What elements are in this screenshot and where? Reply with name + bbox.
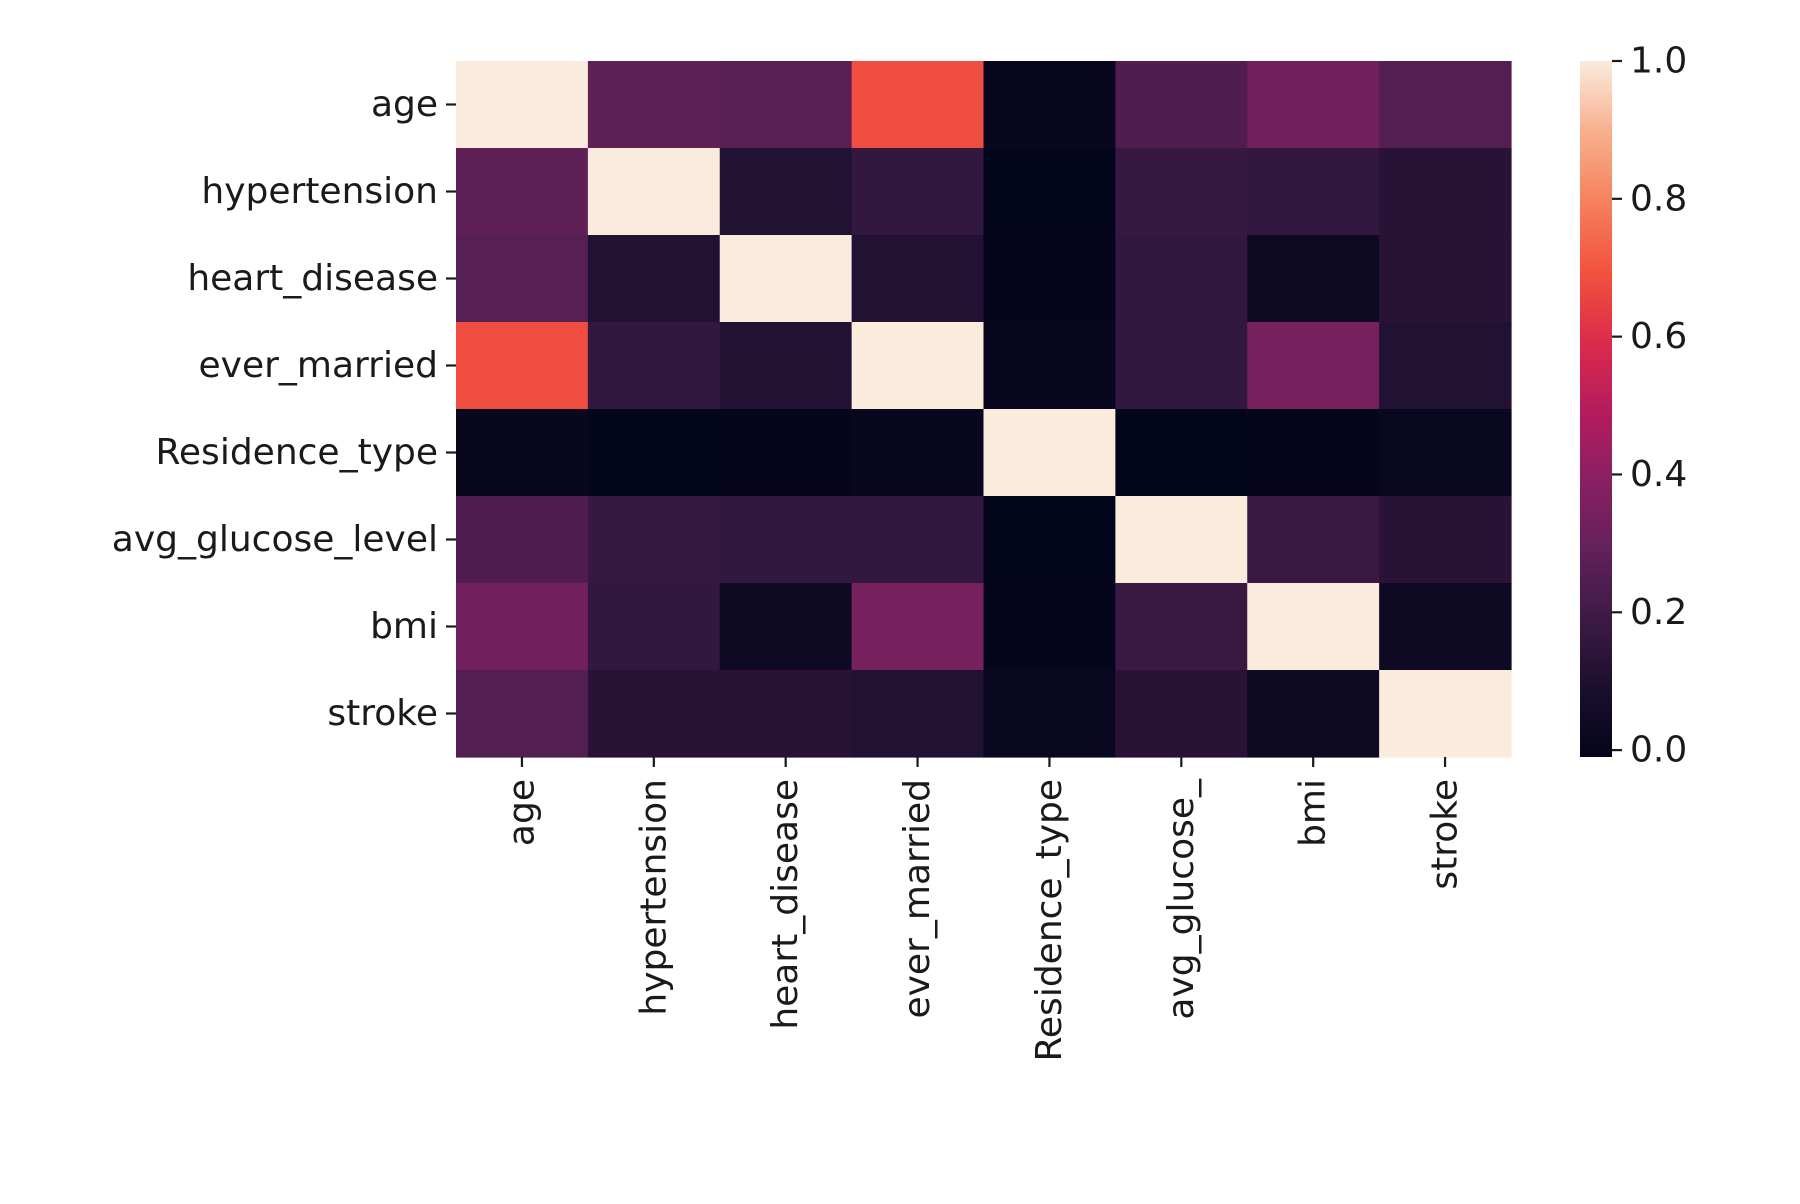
colorbar-tick-label-0.4: 0.4: [1630, 454, 1687, 495]
heatmap-cell-age-age: [456, 61, 589, 149]
heatmap-cell-heart_disease-age: [456, 235, 589, 323]
colorbar: 0.0 0.2 0.4 0.6 0.8 1.0: [1580, 41, 1687, 771]
y-tick-label-ever_married: ever_married: [198, 345, 438, 386]
y-tick-label-heart_disease: heart_disease: [187, 258, 438, 299]
heatmap-cell-Residence_type-Residence_type: [983, 409, 1116, 497]
x-axis: age hypertension heart_disease ever_married…: [501, 757, 1466, 1061]
heatmap-cell-heart_disease-stroke: [1379, 235, 1512, 323]
heatmap-cell-avg_glucose_level-hypertension: [587, 496, 721, 584]
heatmap-cell-hypertension-bmi: [1247, 148, 1380, 236]
y-tick-label-avg_glucose_level: avg_glucose_level: [112, 519, 438, 560]
heatmap-cell-avg_glucose_level-bmi: [1247, 496, 1380, 584]
heatmap-cell-avg_glucose_level-stroke: [1379, 496, 1512, 584]
heatmap-cell-bmi-ever_married: [851, 583, 985, 671]
heatmap-cell-age-heart_disease: [719, 61, 853, 149]
heatmap-cell-stroke-heart_disease: [719, 670, 853, 758]
x-tick-label-avg_glucose_level: avg_glucose_: [1161, 778, 1202, 1020]
heatmap-cell-age-ever_married: [851, 61, 985, 149]
colorbar-tick-label-0.0: 0.0: [1630, 730, 1687, 771]
heatmap-cell-age-stroke: [1379, 61, 1512, 149]
heatmap-cell-hypertension-heart_disease: [719, 148, 853, 236]
heatmap-cell-Residence_type-heart_disease: [719, 409, 853, 497]
x-tick-label-age: age: [501, 779, 542, 846]
heatmap-cell-stroke-stroke: [1379, 670, 1512, 758]
heatmap-cell-Residence_type-ever_married: [851, 409, 985, 497]
x-tick-label-ever_married: ever_married: [897, 779, 938, 1019]
heatmap-cell-ever_married-stroke: [1379, 322, 1512, 410]
heatmap-cell-avg_glucose_level-ever_married: [851, 496, 985, 584]
heatmap-cell-age-hypertension: [587, 61, 721, 149]
y-tick-label-bmi: bmi: [370, 606, 438, 647]
heatmap-cell-ever_married-Residence_type: [983, 322, 1116, 410]
heatmap-cell-hypertension-Residence_type: [983, 148, 1116, 236]
heatmap-cell-heart_disease-bmi: [1247, 235, 1380, 323]
heatmap-cell-bmi-age: [456, 583, 589, 671]
y-tick-label-stroke: stroke: [327, 693, 438, 734]
heatmap-cell-ever_married-age: [456, 322, 589, 410]
heatmap-cell-heart_disease-ever_married: [851, 235, 985, 323]
x-tick-label-Residence_type: Residence_type: [1029, 779, 1070, 1061]
heatmap-cell-ever_married-bmi: [1247, 322, 1380, 410]
heatmap-cell-Residence_type-avg_glucose_level: [1115, 409, 1248, 497]
x-tick-label-stroke: stroke: [1425, 779, 1466, 890]
colorbar-tick-label-0.6: 0.6: [1630, 316, 1687, 357]
heatmap-cell-bmi-bmi: [1247, 583, 1380, 671]
heatmap-cell-avg_glucose_level-heart_disease: [719, 496, 853, 584]
heatmap-cell-stroke-age: [456, 670, 589, 758]
heatmap-cell-hypertension-ever_married: [851, 148, 985, 236]
y-tick-label-hypertension: hypertension: [201, 171, 438, 212]
heatmap-cell-stroke-ever_married: [851, 670, 985, 758]
heatmap-cell-hypertension-hypertension: [587, 148, 721, 236]
heatmap-cell-hypertension-avg_glucose_level: [1115, 148, 1248, 236]
heatmap-cell-heart_disease-heart_disease: [719, 235, 853, 323]
heatmap-cell-heart_disease-Residence_type: [983, 235, 1116, 323]
heatmap-cell-heart_disease-hypertension: [587, 235, 721, 323]
x-tick-label-hypertension: hypertension: [633, 779, 674, 1016]
colorbar-gradient: [1580, 61, 1612, 757]
heatmap-cell-bmi-avg_glucose_level: [1115, 583, 1248, 671]
heatmap-cell-stroke-hypertension: [587, 670, 721, 758]
heatmap-cell-bmi-stroke: [1379, 583, 1512, 671]
heatmap-cell-avg_glucose_level-avg_glucose_level: [1115, 496, 1248, 584]
heatmap-cells: [456, 61, 1512, 758]
heatmap-cell-stroke-bmi: [1247, 670, 1380, 758]
heatmap-cell-hypertension-stroke: [1379, 148, 1512, 236]
y-axis: age hypertension heart_disease ever_married…: [112, 84, 456, 734]
heatmap-cell-bmi-heart_disease: [719, 583, 853, 671]
heatmap-cell-stroke-Residence_type: [983, 670, 1116, 758]
heatmap-cell-age-bmi: [1247, 61, 1380, 149]
heatmap-cell-ever_married-hypertension: [587, 322, 721, 410]
x-tick-label-heart_disease: heart_disease: [765, 779, 806, 1030]
heatmap-cell-Residence_type-age: [456, 409, 589, 497]
y-tick-label-Residence_type: Residence_type: [156, 432, 438, 473]
y-tick-label-age: age: [371, 84, 438, 125]
heatmap-cell-bmi-Residence_type: [983, 583, 1116, 671]
heatmap-cell-Residence_type-bmi: [1247, 409, 1380, 497]
heatmap-cell-bmi-hypertension: [587, 583, 721, 671]
heatmap-cell-heart_disease-avg_glucose_level: [1115, 235, 1248, 323]
colorbar-tick-label-0.8: 0.8: [1630, 178, 1687, 219]
heatmap-cell-ever_married-avg_glucose_level: [1115, 322, 1248, 410]
heatmap-cell-hypertension-age: [456, 148, 589, 236]
heatmap-cell-avg_glucose_level-Residence_type: [983, 496, 1116, 584]
colorbar-tick-label-0.2: 0.2: [1630, 592, 1687, 633]
x-tick-label-bmi: bmi: [1293, 779, 1334, 847]
heatmap-cell-Residence_type-stroke: [1379, 409, 1512, 497]
heatmap-cell-ever_married-ever_married: [851, 322, 985, 410]
heatmap-cell-stroke-avg_glucose_level: [1115, 670, 1248, 758]
heatmap-cell-age-avg_glucose_level: [1115, 61, 1248, 149]
colorbar-tick-label-1.0: 1.0: [1630, 41, 1687, 82]
heatmap-cell-Residence_type-hypertension: [587, 409, 721, 497]
heatmap-cell-avg_glucose_level-age: [456, 496, 589, 584]
heatmap-cell-ever_married-heart_disease: [719, 322, 853, 410]
heatmap-cell-age-Residence_type: [983, 61, 1116, 149]
